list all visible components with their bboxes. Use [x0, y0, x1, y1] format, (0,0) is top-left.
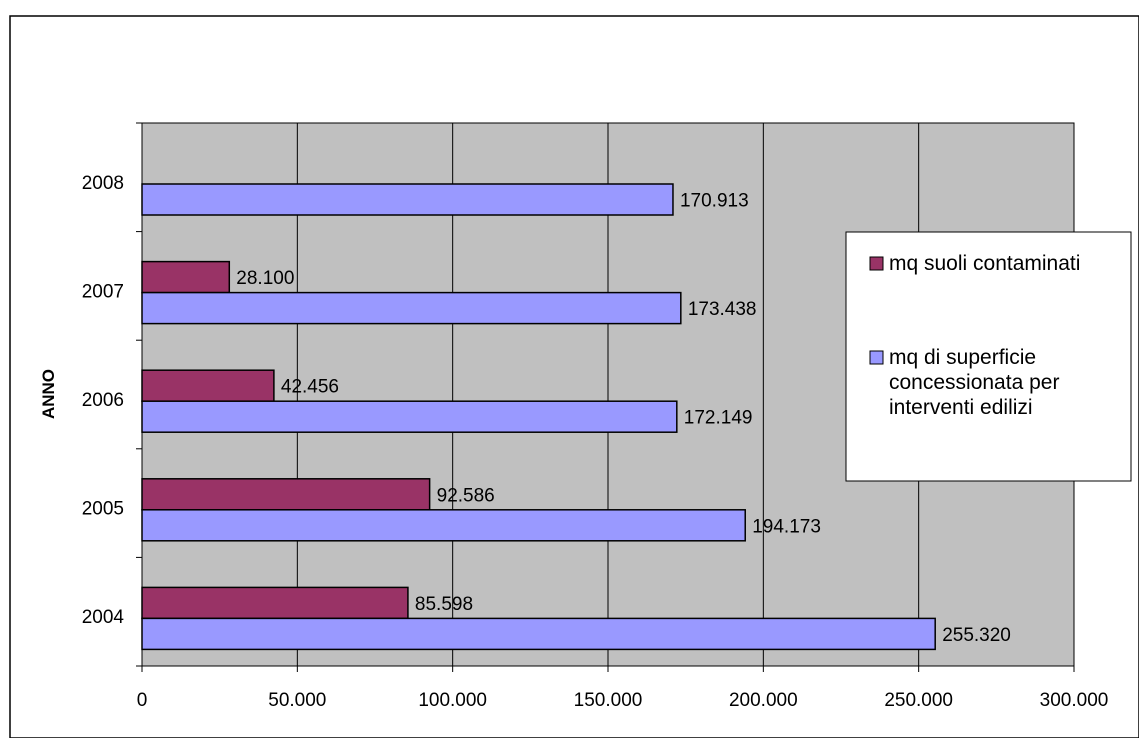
- bar: [141, 586, 409, 620]
- x-tick-label: 50.000: [268, 690, 326, 711]
- bar: [141, 400, 678, 433]
- bar-value-label: 194.173: [752, 516, 821, 537]
- y-tick-label: 2006: [82, 390, 124, 411]
- bar-value-label: 170.913: [680, 191, 749, 212]
- bar-value-label: 42.456: [281, 377, 339, 398]
- legend-swatch: [869, 350, 884, 365]
- bar-value-label: 85.598: [415, 594, 473, 615]
- x-tick-label: 250.000: [884, 690, 953, 711]
- legend-box: [845, 231, 1132, 482]
- y-tick-label: 2008: [82, 173, 124, 194]
- bar: [141, 260, 231, 294]
- y-tick-label: 2005: [82, 499, 124, 520]
- bar: [141, 291, 682, 325]
- legend-label: concessionata per: [889, 371, 1059, 394]
- y-axis-title: ANNO: [39, 369, 58, 419]
- data-labels: 85.598 255.320 92.586 194.173 42.456 172.149 2…: [236, 191, 1011, 646]
- bar-value-label: 28.100: [236, 268, 294, 289]
- axes: 0 50.000 100.000 150.000 200.000 250.000 300.0…: [82, 122, 1109, 711]
- x-tick-label: 200.000: [729, 690, 798, 711]
- x-tick-label: 150.000: [574, 690, 643, 711]
- bar-value-label: 172.149: [684, 408, 753, 429]
- legend-swatch: [869, 256, 884, 271]
- bar-value-label: 255.320: [942, 625, 1011, 646]
- bar: [141, 478, 431, 511]
- bar: [141, 369, 275, 402]
- legend-label: interventi edilizi: [889, 396, 1033, 419]
- bar-value-label: 92.586: [437, 485, 495, 506]
- bar: [141, 617, 936, 651]
- legend-label: mq di superficie: [889, 346, 1036, 369]
- legend: mq suoli contaminati mq di superficieconc…: [845, 231, 1132, 482]
- y-tick-label: 2004: [82, 607, 125, 628]
- bar-value-label: 173.438: [688, 299, 757, 320]
- legend-label: mq suoli contaminati: [889, 252, 1080, 275]
- x-tick-label: 0: [137, 690, 148, 711]
- y-tick-label: 2007: [82, 281, 124, 302]
- bar: [141, 183, 674, 216]
- bar: [141, 509, 746, 542]
- x-tick-label: 300.000: [1040, 690, 1109, 711]
- x-tick-label: 100.000: [418, 690, 487, 711]
